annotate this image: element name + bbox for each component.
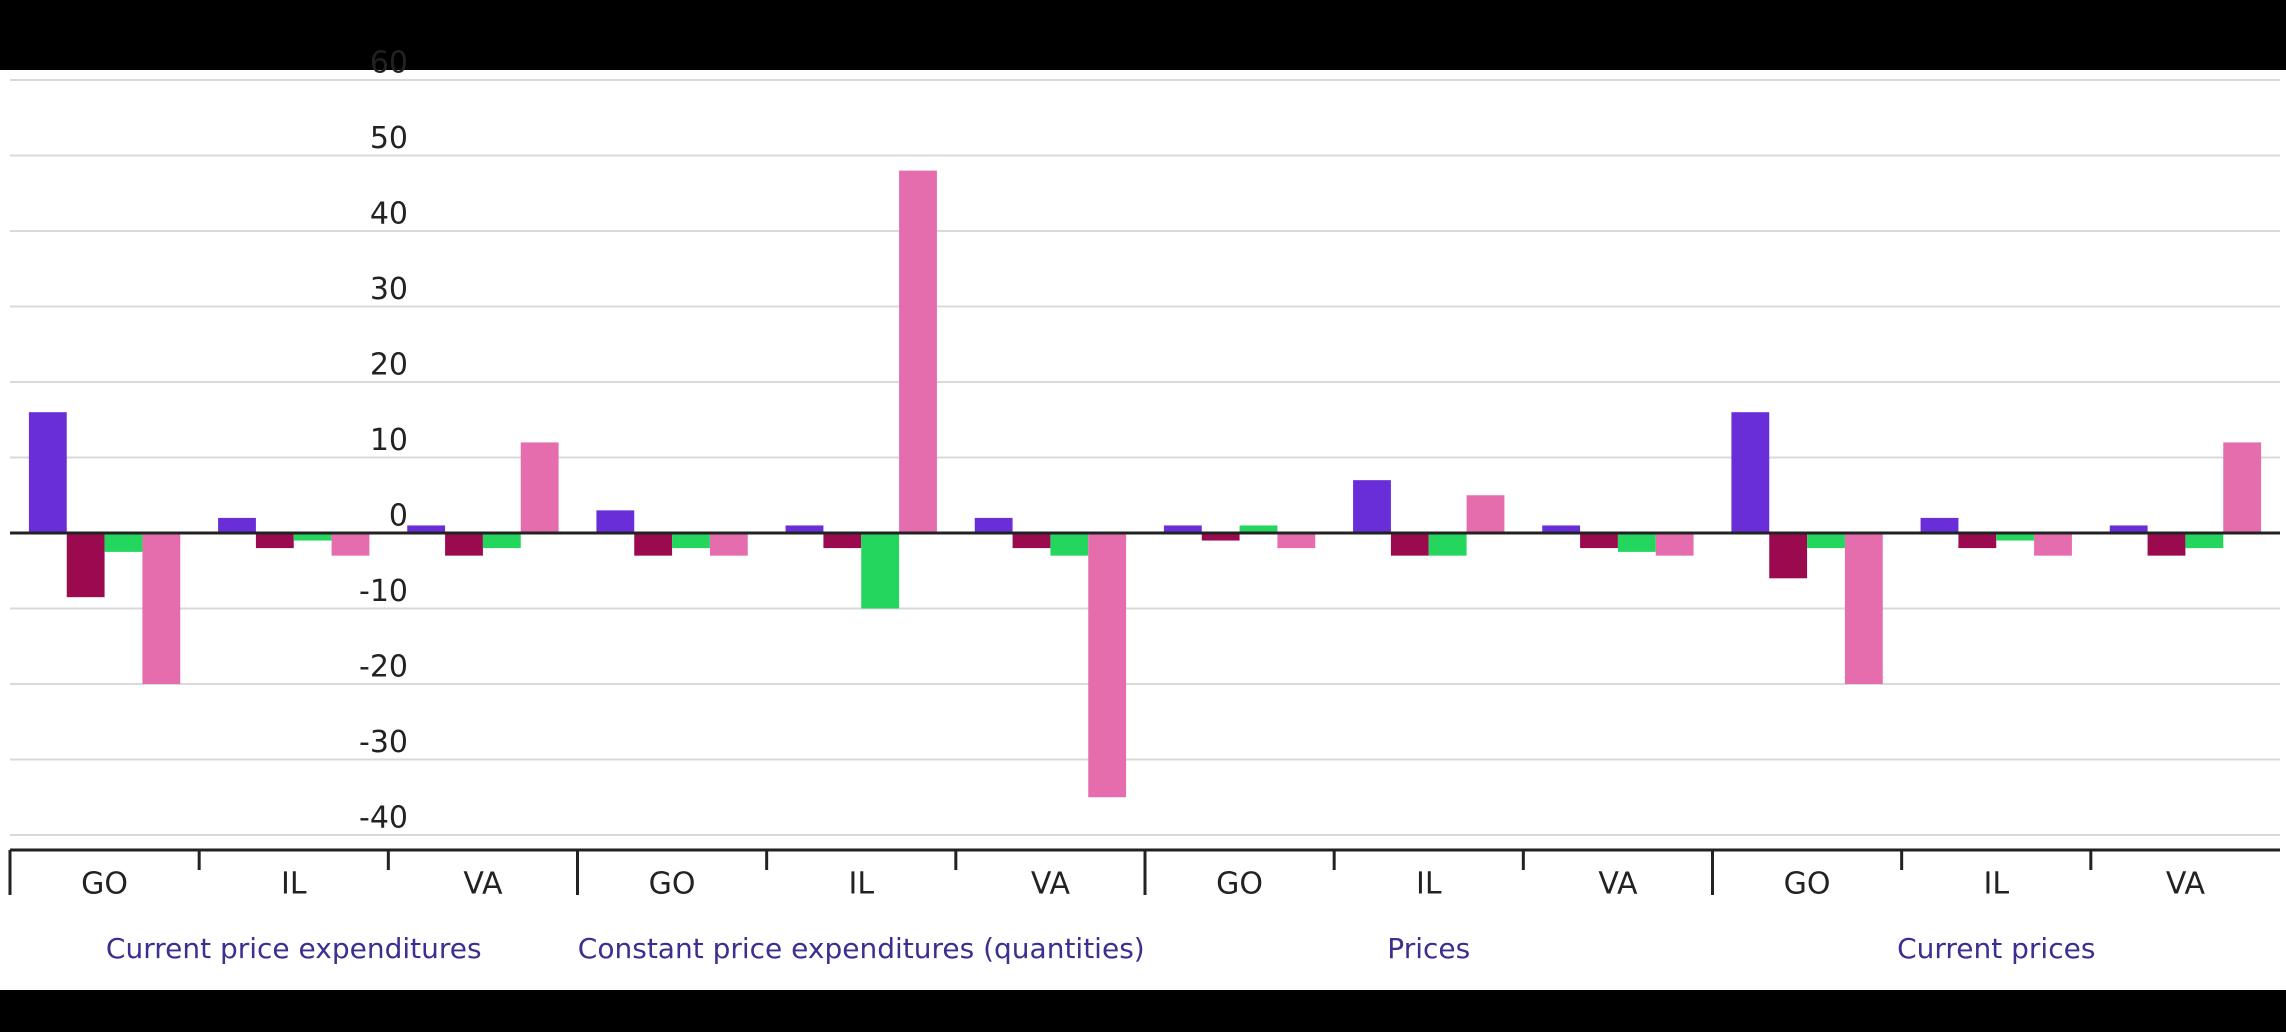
bar — [293, 533, 332, 541]
bar — [1844, 533, 1883, 684]
bar — [1958, 533, 1997, 549]
bar — [218, 517, 256, 533]
bar — [634, 533, 673, 556]
y-tick-label: 10 — [370, 423, 408, 458]
bar — [142, 533, 181, 684]
bar — [1428, 533, 1467, 556]
bar — [1390, 533, 1429, 556]
y-tick-label: 0 — [389, 499, 408, 534]
bar — [1655, 533, 1694, 556]
bar — [974, 517, 1013, 533]
bar — [66, 533, 105, 598]
bar — [1239, 525, 1278, 533]
group-label: Current price expenditures — [106, 932, 482, 965]
bar — [2223, 442, 2262, 533]
y-tick-label: -40 — [359, 801, 408, 836]
bar — [1996, 533, 2035, 541]
bar — [1353, 480, 1391, 533]
bar — [1617, 533, 1656, 552]
bar — [1807, 533, 1845, 549]
bar — [1731, 412, 1770, 533]
x-tick-label: GO — [1784, 867, 1831, 902]
bar — [1769, 533, 1808, 579]
bar — [482, 533, 521, 549]
bar — [1920, 517, 1959, 533]
bar — [520, 442, 559, 533]
x-tick-label: VA — [1031, 867, 1071, 902]
group-label: Prices — [1387, 932, 1470, 965]
x-tick-label: VA — [463, 867, 503, 902]
y-tick-label: 60 — [370, 46, 408, 81]
bar — [1050, 533, 1089, 556]
bar — [823, 533, 862, 549]
bar — [861, 533, 900, 609]
x-tick-label: VA — [1598, 867, 1638, 902]
x-tick-label: IL — [848, 867, 874, 902]
y-tick-label: -10 — [359, 574, 408, 609]
y-tick-label: 20 — [370, 348, 408, 383]
bar — [2034, 533, 2072, 556]
y-tick-label: -30 — [359, 725, 408, 760]
x-tick-label: GO — [649, 867, 696, 902]
bar — [1012, 533, 1051, 549]
bar — [1201, 533, 1240, 541]
x-tick-label: VA — [2166, 867, 2206, 902]
bar — [785, 525, 824, 533]
bar — [1542, 525, 1581, 533]
bar — [1277, 533, 1316, 549]
bar — [1163, 525, 1202, 533]
bar — [28, 412, 67, 533]
bar — [1088, 533, 1127, 798]
group-label: Current prices — [1897, 932, 2095, 965]
x-tick-label: GO — [81, 867, 128, 902]
bar — [899, 170, 937, 533]
x-tick-label: GO — [1216, 867, 1263, 902]
x-tick-label: IL — [1983, 867, 2009, 902]
bar — [104, 533, 143, 552]
bar — [672, 533, 710, 549]
x-tick-label: IL — [1416, 867, 1442, 902]
bar — [1466, 495, 1505, 533]
bar — [1580, 533, 1618, 549]
x-tick-label: IL — [281, 867, 307, 902]
bar — [2109, 525, 2148, 533]
y-tick-label: -20 — [359, 650, 408, 685]
y-tick-label: 50 — [370, 121, 408, 156]
bar — [2185, 533, 2224, 549]
bar — [407, 525, 446, 533]
bar — [255, 533, 294, 549]
bar — [596, 510, 635, 533]
y-tick-label: 30 — [370, 272, 408, 307]
group-label: Constant price expenditures (quantities) — [578, 932, 1145, 965]
bottom-band — [0, 990, 2286, 1032]
bar — [331, 533, 370, 556]
bar — [709, 533, 748, 556]
y-tick-label: 40 — [370, 197, 408, 232]
top-band — [0, 0, 2286, 70]
bar — [2147, 533, 2186, 556]
bar — [445, 533, 483, 556]
